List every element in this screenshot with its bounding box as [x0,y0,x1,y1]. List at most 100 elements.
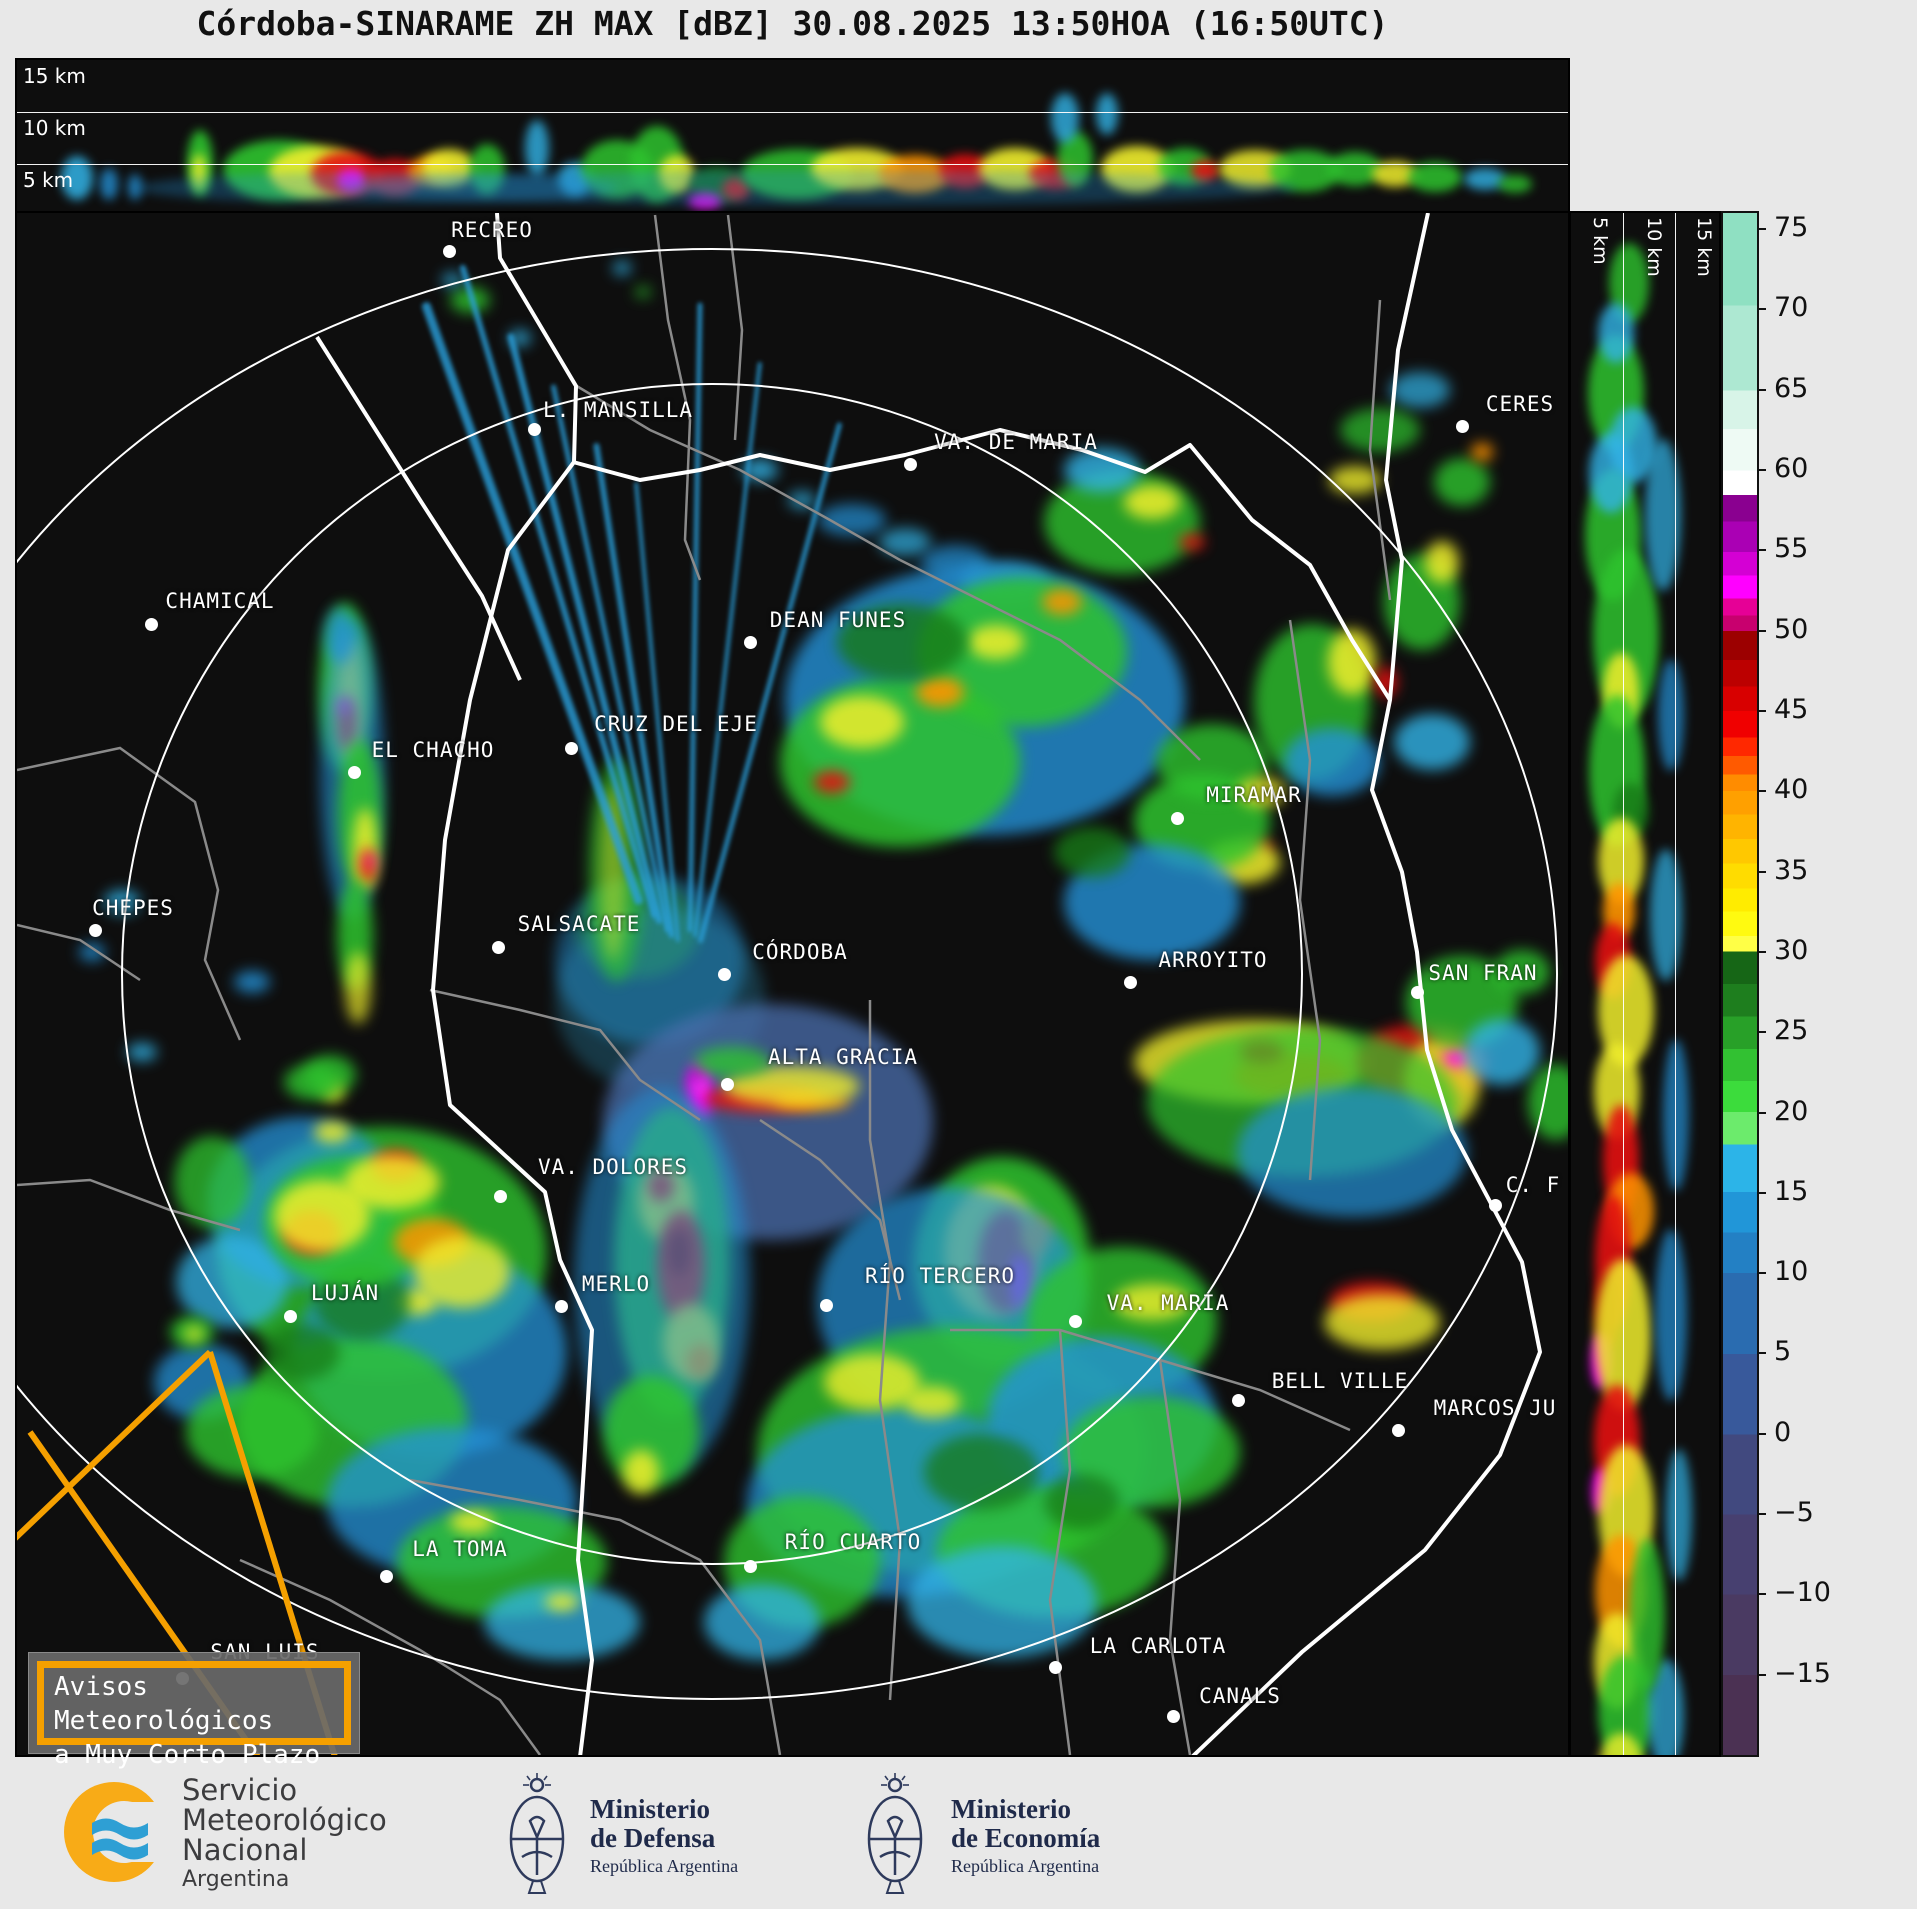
warning-box: Avisos Meteorológicos a Muy Corto Plazo [28,1652,360,1770]
city-label: ALTA GRACIA [767,1045,919,1069]
colorbar-tick [1757,870,1766,873]
city-dot [1456,420,1469,433]
echo-cell [814,771,850,793]
colorbar-tick [1757,308,1766,311]
echo-cell [623,1450,659,1494]
city-label: C. F [1505,1173,1561,1197]
city-dot [721,1078,734,1091]
echo-cell [234,971,270,993]
echo-cell [1666,1449,1692,1581]
echo-cell [284,1064,340,1100]
echo-cell [128,174,142,200]
colorbar-tick-label: 40 [1774,774,1809,806]
page-title: Córdoba-SINARAME ZH MAX [dBZ] 30.08.2025… [196,4,1389,43]
city-label: MARCOS JU [1433,1396,1557,1420]
echo-cell [694,1047,770,1077]
altitude-label-15km: 15 km [23,64,86,88]
top-cross-section-echoes [17,60,1568,213]
city-label: DEAN FUNES [769,608,907,632]
echo-cell [1598,303,1634,363]
echo-cell [545,1593,579,1611]
warning-line-1: Avisos Meteorológicos [54,1672,274,1736]
echo-cell [264,1324,340,1380]
echo-cell [337,170,1297,206]
echo-cell [127,1043,157,1061]
echo-cell [1390,372,1450,408]
colorbar-tick [1757,1272,1766,1275]
colorbar-tick-label: 55 [1774,533,1809,565]
city-label: SAN FRAN [1428,961,1538,985]
echo-cell [176,1236,288,1328]
colorbar-tick [1757,950,1766,953]
echo-cell [1443,1049,1469,1067]
top-cross-section-panel: 15 km 10 km 5 km [15,58,1570,215]
city-label: ARROYITO [1158,948,1268,972]
economia-logo-text: Ministerio de Economía República Argenti… [951,1795,1100,1877]
echo-cell [820,696,904,748]
city-dot [1171,812,1184,825]
warning-line-2: a Muy Corto Plazo [54,1740,321,1770]
colorbar-tick-label: 65 [1774,372,1809,404]
colorbar-tick [1757,549,1766,552]
smn-logo-text: Servicio Meteorológico Nacional Argentin… [182,1775,387,1892]
colorbar-tick-label: 60 [1774,453,1809,484]
echo-cell [788,491,816,509]
city-label: LA CARLOTA [1089,1634,1227,1658]
echo-cell [1464,1019,1540,1085]
echo-cell [174,1136,250,1228]
echo-cell [1051,93,1079,143]
echo-cell [1408,162,1462,192]
city-dot [528,423,541,436]
colorbar-tick-label: 50 [1774,613,1809,645]
echo-cell [1284,728,1380,796]
altitude-line-10km-vertical [1675,213,1676,1755]
province-borders [315,213,1542,1755]
echo-cell [879,528,931,556]
colorbar-tick-label: −10 [1774,1577,1831,1609]
city-label: MERLO [581,1272,651,1296]
city-dot [443,245,456,258]
echo-cell [185,1327,203,1341]
city-dot [380,1570,393,1583]
city-label: SALSACATE [517,912,641,936]
city-label: EL CHACHO [371,738,495,762]
colorbar-tick-label: 70 [1774,292,1809,324]
city-dot [820,1299,833,1312]
city-label: RÍO TERCERO [864,1264,1016,1288]
echo-cell [1114,1284,1190,1320]
city-dot [494,1190,507,1203]
echo-cell [104,890,140,914]
echo-cell [1589,433,1633,513]
warning-box-text: Avisos Meteorológicos a Muy Corto Plazo [37,1661,351,1770]
echo-cell [100,168,118,200]
city-label: VA. DOLORES [537,1155,689,1179]
echo-cell [1629,1539,1665,1691]
echo-cell [366,855,374,867]
echo-cell [137,172,617,204]
echo-cell [1044,1474,1120,1530]
defensa-logo-text: Ministerio de Defensa República Argentin… [590,1795,738,1877]
colorbar-tick [1757,629,1766,632]
echo-cell [1498,175,1532,193]
city-label: MIRAMAR [1206,783,1302,807]
city-label: CRUZ DEL EJE [594,712,758,736]
echo-cell [916,677,964,707]
echo-cell [688,193,722,209]
echo-cell [1434,458,1490,506]
colorbar-tick-label: 5 [1774,1336,1792,1368]
echo-cell [1650,849,1682,981]
echo-cell [414,1236,510,1308]
city-dot [1411,986,1424,999]
echo-cell [79,943,105,961]
smn-line-1: Servicio [182,1773,298,1807]
colorbar-tick-label: −15 [1774,1657,1831,1689]
city-dot [1232,1394,1245,1407]
echo-cell [1324,1294,1440,1350]
echo-cell [1655,1229,1687,1401]
colorbar-tick [1757,1031,1766,1034]
city-label: LUJÁN [310,1281,380,1305]
echo-cell [450,1511,494,1533]
footer-band: Servicio Meteorológico Nacional Argentin… [0,1757,1917,1909]
city-markers-layer: RECREO L. MANSILLA VA. DE MARIA CERES CHAMIC… [17,213,1568,1755]
